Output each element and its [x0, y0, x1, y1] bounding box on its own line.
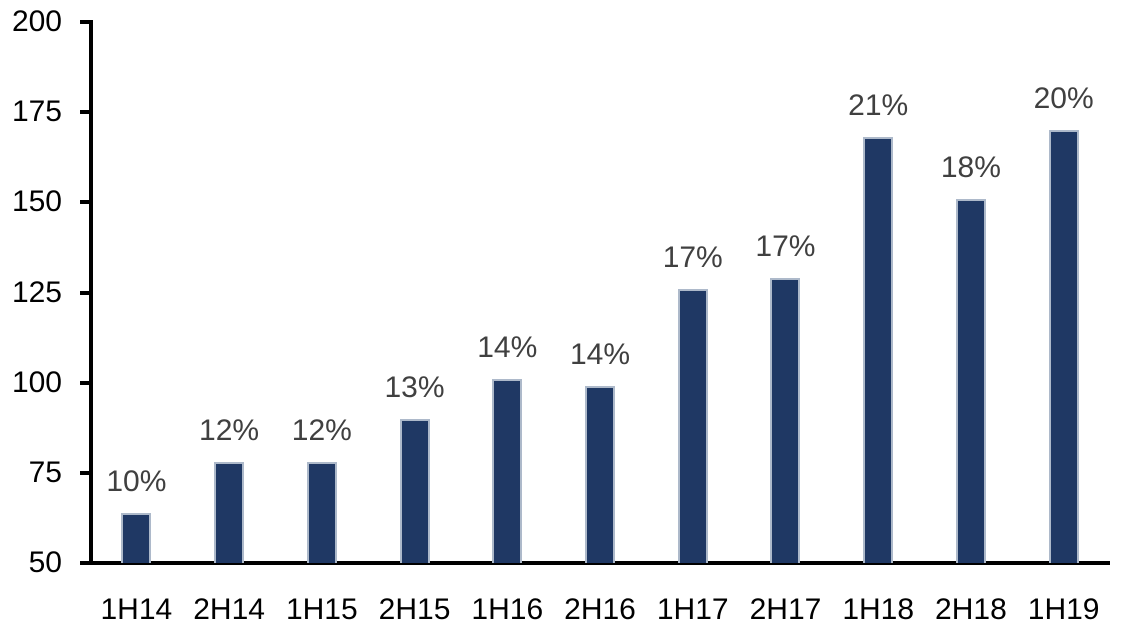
bar — [399, 418, 430, 563]
bar-value-label: 13% — [384, 370, 445, 404]
x-axis-line — [80, 561, 1110, 565]
y-axis-tick-label: 100 — [11, 365, 62, 399]
bar — [492, 379, 523, 563]
bar-value-label: 20% — [1033, 82, 1094, 116]
bar — [214, 462, 245, 563]
bar — [955, 198, 986, 563]
y-axis-tick-label: 150 — [11, 185, 62, 219]
x-axis-label: 1H17 — [656, 593, 729, 626]
bar-value-label: 17% — [755, 230, 816, 264]
x-axis-label: 1H16 — [471, 593, 544, 626]
y-axis-tick-label: 50 — [28, 546, 62, 579]
bar-slot: 17% — [739, 22, 832, 563]
x-axis-label: 2H14 — [193, 593, 265, 626]
bar-value-label: 10% — [106, 464, 167, 498]
y-axis-line — [89, 20, 93, 563]
bar-slot: 20% — [1017, 22, 1110, 563]
bar-value-label: 17% — [662, 240, 723, 274]
plot-area: 10% 12% 12% 13% 14% 14% 17% 17% 21% 18% 20% — [90, 22, 1110, 563]
bar-slot: 14% — [461, 22, 554, 563]
y-axis-tick — [80, 110, 91, 115]
bar — [584, 386, 615, 563]
x-axis-label: 2H18 — [935, 593, 1007, 626]
bar — [121, 512, 152, 563]
y-axis-tick — [80, 290, 91, 295]
bar-slot: 18% — [925, 22, 1018, 563]
x-axis-label: 1H18 — [842, 593, 915, 626]
x-axis-label: 1H14 — [100, 593, 173, 626]
y-axis-tick-label: 200 — [11, 5, 62, 38]
x-axis-label: 2H16 — [564, 593, 636, 626]
bar-value-label: 12% — [291, 414, 352, 448]
bar-slot: 13% — [368, 22, 461, 563]
bar-slot: 17% — [646, 22, 739, 563]
y-axis-tick — [80, 20, 91, 24]
bar — [306, 462, 337, 563]
y-axis-tick — [80, 470, 91, 475]
bar — [863, 137, 894, 563]
y-axis-tick — [80, 380, 91, 385]
x-axis-label: 1H19 — [1027, 593, 1100, 626]
x-axis-label: 1H15 — [285, 593, 358, 626]
y-axis-tick-label: 75 — [28, 455, 62, 489]
y-axis-tick-label: 175 — [11, 95, 62, 129]
bar-value-label: 14% — [569, 338, 630, 372]
bar — [770, 278, 801, 563]
bar-slot: 14% — [554, 22, 647, 563]
x-axis-label: 2H17 — [749, 593, 822, 626]
bar-value-label: 18% — [940, 150, 1001, 184]
bar-value-label: 12% — [199, 414, 260, 448]
bar-value-label: 14% — [477, 331, 538, 365]
y-axis-tick — [80, 200, 91, 205]
bar — [1048, 130, 1079, 563]
x-axis-label: 2H15 — [378, 593, 451, 626]
bar-slot: 12% — [275, 22, 368, 563]
bar-value-label: 21% — [848, 89, 909, 123]
bar-slot: 21% — [832, 22, 925, 563]
bar-slot: 10% — [90, 22, 183, 563]
bar-slot: 12% — [183, 22, 276, 563]
bar — [677, 288, 708, 563]
y-axis-tick-label: 125 — [11, 275, 62, 309]
